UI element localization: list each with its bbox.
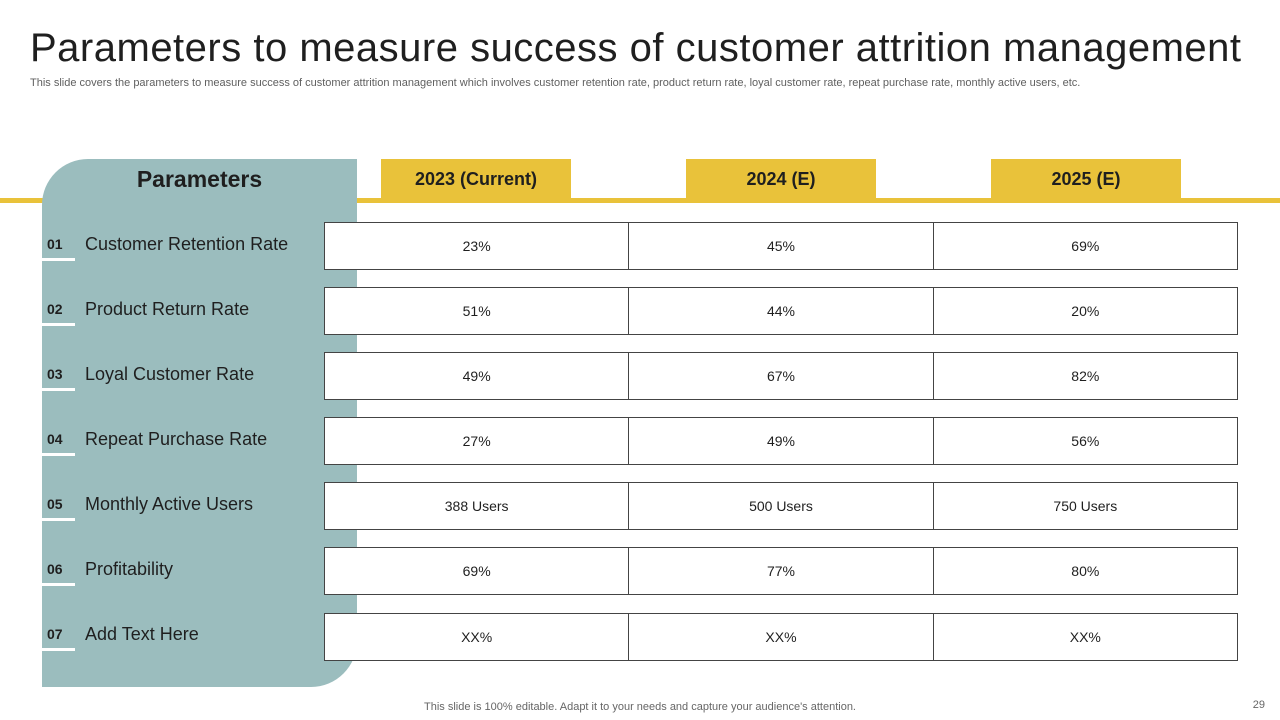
parameter-row-label: 02 Product Return Rate xyxy=(42,287,322,335)
parameter-row-label: 03 Loyal Customer Rate xyxy=(42,352,322,400)
table-cell: 80% xyxy=(932,548,1237,594)
parameters-panel xyxy=(42,159,357,687)
table-cell: 27% xyxy=(462,433,491,449)
table-row: 23% 45% 69% xyxy=(324,222,1238,270)
row-underline xyxy=(42,583,75,586)
table-cell: 56% xyxy=(932,418,1237,464)
parameter-name: Product Return Rate xyxy=(85,299,250,319)
parameters-header: Parameters xyxy=(136,166,263,192)
table-row: 388 Users 500 Users 750 Users xyxy=(324,482,1238,530)
table-cell: XX% xyxy=(932,614,1237,660)
table-row: 49% 67% 82% xyxy=(324,352,1238,400)
row-number: 05 xyxy=(47,496,63,512)
row-underline xyxy=(42,258,75,261)
table-cell: 82% xyxy=(932,353,1237,399)
table-row: 27% 49% 56% xyxy=(324,417,1238,465)
table-cell: 500 Users xyxy=(628,483,932,529)
table-cell: 67% xyxy=(628,353,932,399)
table-row: 51% 44% 20% xyxy=(324,287,1238,335)
table-cell: 49% xyxy=(628,418,932,464)
column-header-2023: 2023 (Current) xyxy=(381,159,571,200)
row-number: 02 xyxy=(47,301,63,317)
parameter-name: Profitability xyxy=(85,559,174,579)
parameter-name: Add Text Here xyxy=(85,624,199,644)
row-underline xyxy=(42,323,75,326)
table-cell: 77% xyxy=(628,548,932,594)
parameter-row-label: 05 Monthly Active Users xyxy=(42,482,322,530)
table-row: 69% 77% 80% xyxy=(324,547,1238,595)
table-cell: 45% xyxy=(628,223,932,269)
parameter-name: Customer Retention Rate xyxy=(85,234,289,254)
row-underline xyxy=(42,388,75,391)
slide-footer: This slide is 100% editable. Adapt it to… xyxy=(424,701,856,713)
slide-title: Parameters to measure success of custome… xyxy=(30,26,1242,70)
row-number: 07 xyxy=(47,626,63,642)
table-cell: 49% xyxy=(462,368,491,384)
table-cell: 69% xyxy=(462,563,491,579)
row-underline xyxy=(42,518,75,521)
table-cell: 23% xyxy=(462,238,491,254)
parameter-row-label: 01 Customer Retention Rate xyxy=(42,222,322,270)
row-underline xyxy=(42,453,75,456)
table-cell: 69% xyxy=(932,223,1237,269)
parameter-name: Repeat Purchase Rate xyxy=(85,429,268,449)
parameter-row-label: 04 Repeat Purchase Rate xyxy=(42,417,322,465)
row-underline xyxy=(42,648,75,651)
table-cell: 388 Users xyxy=(444,498,509,514)
table-cell: 750 Users xyxy=(932,483,1237,529)
row-number: 01 xyxy=(47,236,63,252)
column-header-2024: 2024 (E) xyxy=(686,159,876,200)
parameter-name: Monthly Active Users xyxy=(85,494,254,514)
accent-divider xyxy=(0,198,1280,203)
row-number: 04 xyxy=(47,431,63,447)
parameter-name: Loyal Customer Rate xyxy=(85,364,255,384)
row-number: 03 xyxy=(47,366,63,382)
table-cell: 20% xyxy=(932,288,1237,334)
table-cell: 44% xyxy=(628,288,932,334)
parameter-row-label: 07 Add Text Here xyxy=(42,612,322,660)
page-number: 29 xyxy=(1252,699,1265,711)
table-cell: 51% xyxy=(462,303,491,319)
table-cell: XX% xyxy=(628,614,932,660)
table-cell: XX% xyxy=(461,629,493,645)
row-number: 06 xyxy=(47,561,63,577)
parameter-row-label: 06 Profitability xyxy=(42,547,322,595)
column-header-2025: 2025 (E) xyxy=(991,159,1181,200)
table-row: XX% XX% XX% xyxy=(324,613,1238,661)
slide-subtitle: This slide covers the parameters to meas… xyxy=(30,77,1081,89)
